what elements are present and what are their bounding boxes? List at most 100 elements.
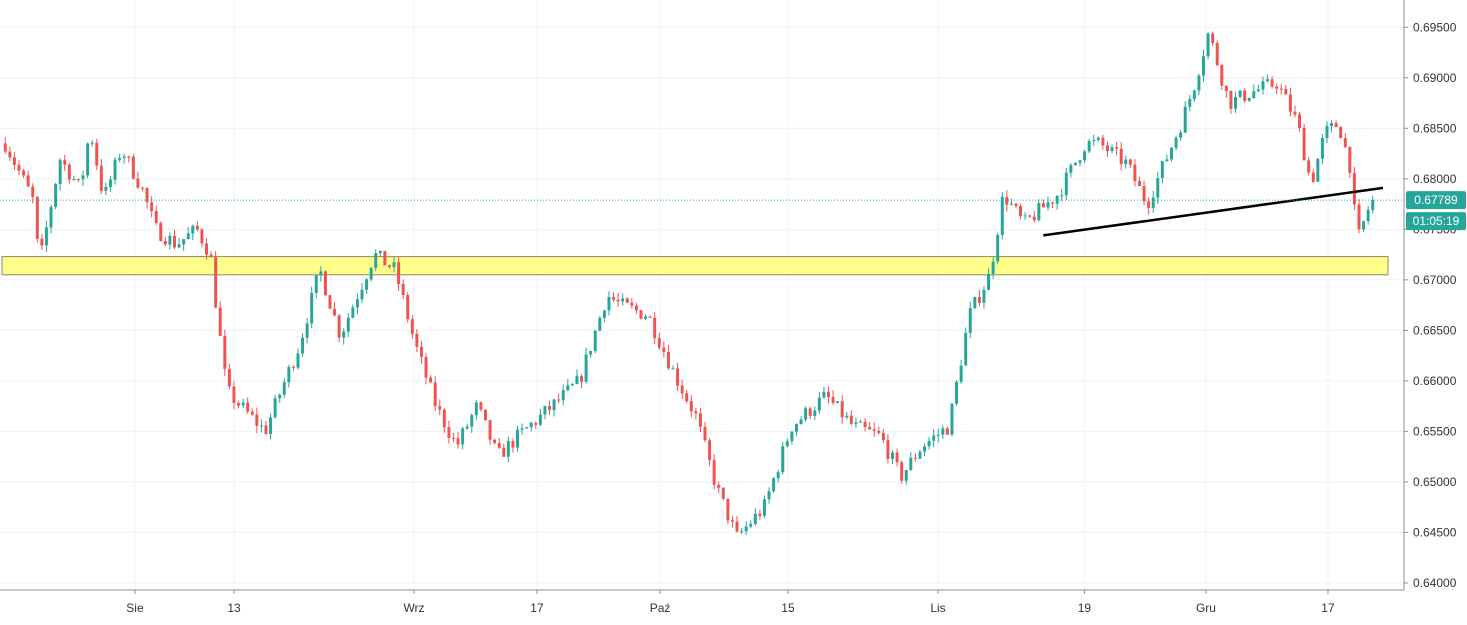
candle-body — [1252, 91, 1256, 98]
candle-body — [790, 431, 794, 442]
candle-body — [950, 403, 954, 435]
candle-body — [3, 143, 7, 152]
candle-body — [1174, 137, 1178, 148]
candle-body — [717, 484, 721, 488]
candle-body — [1192, 90, 1196, 100]
candle-body — [1101, 137, 1105, 146]
candle-body — [913, 457, 917, 459]
y-tick-label: 0.68000 — [1413, 172, 1457, 186]
candle-body — [548, 406, 551, 411]
candle-body — [1041, 203, 1045, 208]
candle-body — [1247, 97, 1251, 101]
candle-body — [250, 411, 254, 415]
candle-body — [141, 187, 144, 189]
candle-body — [680, 385, 684, 394]
candle-body — [1133, 164, 1137, 182]
candle-body — [1165, 159, 1169, 162]
candle-body — [1124, 159, 1128, 164]
candle-body — [589, 350, 593, 355]
candle-body — [511, 440, 515, 448]
candle-body — [424, 356, 428, 378]
candle-body — [955, 381, 959, 404]
candle-body — [1183, 106, 1187, 133]
candle-body — [182, 239, 186, 245]
time-axis[interactable]: Sie 13 Wrz 17 Paź 15 Lis 19 Gru 17 — [126, 590, 1335, 615]
candle-body — [1087, 140, 1091, 152]
candle-body — [1009, 203, 1013, 205]
candle-body — [845, 415, 849, 418]
candle-body — [81, 175, 85, 180]
candle-body — [1220, 65, 1224, 86]
candle-body — [173, 235, 176, 248]
candle-body — [374, 253, 378, 268]
candle-body — [534, 422, 538, 425]
gridlines — [0, 0, 1404, 590]
candle-body — [159, 223, 163, 241]
candle-body — [451, 437, 455, 439]
candle-body — [863, 421, 867, 427]
candle-body — [442, 409, 446, 428]
candle-body — [1243, 90, 1247, 101]
candle-body — [813, 410, 817, 416]
candle-body — [1060, 195, 1064, 197]
candle-body — [305, 323, 309, 338]
candle-body — [840, 401, 844, 418]
candle-body — [991, 261, 995, 274]
candle-body — [365, 279, 369, 290]
candle-body — [918, 451, 922, 459]
support-zone[interactable] — [1, 256, 1389, 276]
candle-body — [753, 513, 757, 524]
trendline[interactable] — [1043, 186, 1384, 237]
candle-body — [264, 425, 268, 434]
candle-body — [1051, 202, 1055, 204]
candle-body — [625, 298, 629, 303]
candle-body — [246, 402, 250, 412]
candle-body — [351, 307, 355, 318]
candle-body — [1229, 90, 1233, 109]
candle-body — [904, 470, 908, 481]
candle-body — [543, 406, 547, 415]
candle-body — [150, 202, 154, 212]
candle-body — [63, 160, 67, 165]
candle-body — [1357, 204, 1361, 230]
candle-body — [433, 382, 437, 407]
candle-body — [566, 385, 570, 391]
candle-body — [1078, 160, 1082, 163]
x-tick-label: Lis — [930, 601, 945, 615]
candle-body — [1151, 197, 1155, 208]
candle-body — [95, 142, 99, 166]
candle-body — [1261, 81, 1265, 90]
candle-body — [900, 462, 904, 481]
support-zone-layer — [1, 256, 1389, 276]
candle-body — [383, 250, 387, 266]
candle-body — [1064, 172, 1068, 196]
candle-body — [200, 229, 204, 244]
candle-body — [1170, 147, 1173, 160]
candle-body — [26, 175, 30, 187]
candle-body — [570, 383, 574, 386]
price-axis[interactable]: 0.64000 0.64500 0.65000 0.65500 0.66000 0.665… — [1404, 20, 1457, 590]
candle-body — [355, 299, 359, 308]
candle-body — [419, 346, 423, 357]
candle-body — [1311, 172, 1315, 182]
y-tick-label: 0.66000 — [1413, 374, 1457, 388]
candle-body — [593, 330, 597, 351]
candle-body — [776, 472, 780, 479]
candle-body — [387, 265, 391, 268]
candle-body — [785, 441, 789, 447]
y-tick-label: 0.64500 — [1413, 525, 1457, 539]
candle-body — [415, 333, 419, 347]
candle-body — [465, 426, 469, 429]
candle-body — [502, 447, 506, 457]
y-tick-label: 0.68500 — [1413, 121, 1457, 135]
candle-body — [758, 513, 762, 516]
candle-body — [49, 207, 53, 228]
candle-body — [1037, 203, 1041, 221]
candle-body — [557, 399, 561, 401]
candle-body — [653, 317, 657, 339]
candle-body — [346, 317, 350, 332]
candle-body — [607, 297, 611, 311]
candle-body — [378, 250, 382, 254]
